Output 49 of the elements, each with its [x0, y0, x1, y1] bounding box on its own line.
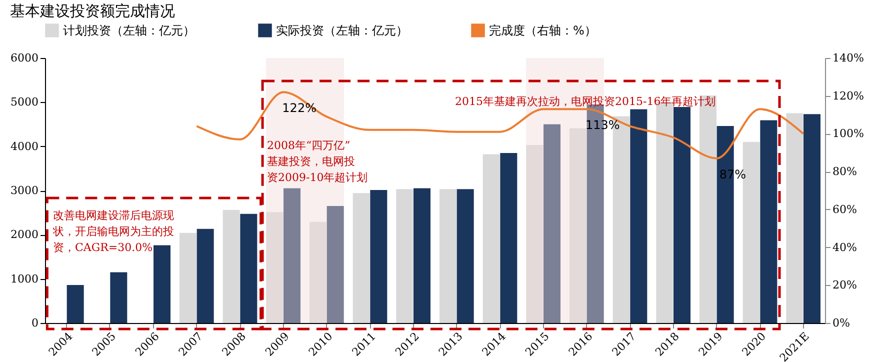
bar: [284, 188, 300, 323]
y-tick-label: 5000: [10, 96, 38, 109]
bar: [456, 189, 474, 323]
bar: [154, 245, 170, 323]
bar: [396, 189, 414, 323]
y2-tick-label: 120%: [832, 89, 864, 102]
bar: [630, 109, 648, 323]
bar: [370, 190, 388, 323]
bar: [240, 214, 258, 323]
legend-label: 实际投资（左轴：亿元）: [276, 23, 408, 38]
bar: [440, 189, 456, 323]
y2-tick-label: 20%: [832, 278, 857, 292]
bar: [674, 107, 690, 323]
y2-tick-label: 0%: [832, 316, 850, 330]
y2-tick-label: 60%: [832, 202, 857, 216]
y-tick-label: 0: [32, 316, 38, 330]
y2-tick-label: 40%: [832, 240, 857, 254]
y-tick-label: 4000: [10, 140, 38, 153]
bar: [786, 113, 804, 323]
bar: [66, 285, 84, 323]
bar: [352, 193, 370, 323]
y2-tick-label: 140%: [832, 52, 864, 64]
bar: [482, 154, 500, 323]
bar: [570, 128, 586, 323]
bar: [310, 222, 326, 323]
y2-tick-label: 100%: [832, 127, 864, 140]
bar: [266, 212, 284, 323]
y-tick-label: 2000: [10, 228, 38, 242]
y-tick-label: 1000: [10, 272, 38, 286]
bar: [760, 120, 778, 323]
bar: [414, 188, 430, 323]
bar: [326, 206, 344, 323]
y2-tick-label: 80%: [832, 165, 857, 178]
annotation: 2015年基建再次拉动，电网投资2015-16年再超计划: [455, 95, 716, 108]
annotation: 2008年“四万亿”基建投资，电网投资2009-10年超计划: [267, 139, 368, 184]
bar: [110, 272, 128, 323]
legend-label: 计划投资（左轴：亿元）: [63, 23, 195, 38]
chart-title: 基本建设投资额完成情况: [10, 2, 176, 20]
annotation: 改善电网建设滞后电源现状，开启输电网为主的投资，CAGR=30.0%: [52, 209, 174, 254]
bar: [196, 228, 214, 323]
bar: [544, 124, 560, 323]
bar: [804, 114, 820, 323]
bar: [222, 210, 240, 323]
bar: [526, 145, 544, 323]
legend-label: 完成度（右轴：%）: [489, 23, 596, 38]
y-tick-label: 6000: [10, 52, 38, 64]
bar: [180, 232, 196, 323]
y-tick-label: 3000: [10, 184, 38, 197]
bar: [500, 152, 518, 323]
